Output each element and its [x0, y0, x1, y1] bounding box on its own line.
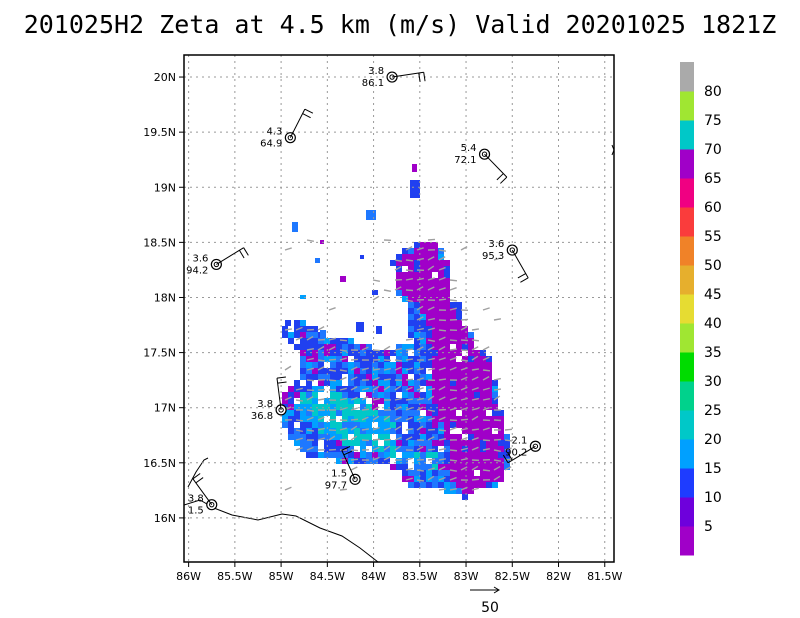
grid-lines	[184, 55, 614, 562]
colorbar-bin	[680, 265, 694, 295]
colorbar-label: 60	[704, 200, 722, 216]
station-top-label: 3.8	[257, 399, 273, 410]
wind-barb	[289, 108, 306, 138]
axis-ticks: 86W 85.5W 85W 84.5W 84W 83.5W 83W 82.5W 82W 81.5W…	[143, 71, 622, 583]
y-tick-label: 16N	[154, 512, 176, 525]
wind-barb	[216, 247, 244, 265]
colorbar-bin	[680, 236, 694, 266]
colorbar-label: 30	[704, 374, 722, 390]
wind-barb	[192, 478, 213, 505]
colorbar-label: 15	[704, 461, 722, 477]
y-tick-label: 20N	[154, 71, 176, 84]
colorbar-bin	[680, 497, 694, 527]
station-top-label: 4.3	[266, 127, 282, 138]
colorbar-bin	[680, 149, 694, 179]
colorbar-label: 10	[704, 490, 722, 506]
coastline-belize	[187, 457, 209, 488]
y-tick-label: 18N	[154, 291, 176, 304]
colorbar-bin	[680, 294, 694, 324]
station-marker: 3.695.3	[482, 239, 529, 283]
station-top-label: 3.8	[188, 494, 204, 505]
station-bottom-label: 1.5	[188, 506, 204, 517]
x-tick-label: 82W	[546, 570, 571, 583]
x-tick-label: 84.5W	[310, 570, 345, 583]
colorbar-bin	[680, 352, 694, 382]
station-top-label: 3.6	[488, 239, 504, 250]
colorbar-label: 70	[704, 142, 722, 158]
station-marker: 2.190.2	[502, 435, 541, 464]
station-marker: 3.694.2	[186, 247, 249, 276]
colorbar-label: 5	[704, 519, 713, 535]
colorbar-label: 40	[704, 316, 722, 332]
y-tick-label: 19.5N	[143, 126, 176, 139]
station-bottom-label: 36.8	[251, 411, 273, 422]
reference-vector: 50	[470, 586, 500, 616]
station-top-label: 3.8	[368, 66, 384, 77]
station-bottom-label: 94.2	[186, 265, 208, 276]
colorbar-bin	[680, 91, 694, 121]
station-top-label: 1.5	[331, 468, 347, 479]
colorbar-bin	[680, 207, 694, 237]
y-tick-label: 19N	[154, 181, 176, 194]
colorbar-bin	[680, 178, 694, 208]
station-top-label: 5.4	[461, 143, 477, 154]
station-bottom-label: 90.2	[505, 447, 527, 458]
reference-vector-label: 50	[481, 600, 499, 616]
x-tick-label: 84W	[361, 570, 386, 583]
x-tick-label: 86W	[176, 570, 201, 583]
station-marker: 4.364.9	[260, 108, 314, 150]
x-tick-label: 85W	[269, 570, 294, 583]
station-marker: 5.472.1	[454, 143, 508, 184]
colorbar: 5 10 15 20 25 30 35 40 45 50 55 60 65 70 75 80	[680, 62, 722, 556]
station-marker: 3.886.1	[362, 66, 426, 89]
colorbar-label: 75	[704, 113, 722, 129]
colorbar-label: 20	[704, 432, 722, 448]
y-tick-label: 18.5N	[143, 236, 176, 249]
x-tick-label: 83W	[454, 570, 479, 583]
colorbar-label: 65	[704, 171, 722, 187]
stations: 3.886.14.364.9 5.472.13.694.23.695.33.836…	[186, 66, 541, 517]
x-tick-label: 83.5W	[402, 570, 437, 583]
map-frame	[183, 54, 615, 563]
x-tick-label: 81.5W	[587, 570, 622, 583]
wind-barb	[276, 378, 282, 410]
x-tick-label: 82.5W	[495, 570, 530, 583]
y-tick-label: 17.5N	[143, 347, 176, 360]
station-top-label: 3.6	[192, 253, 208, 264]
chart-title: 201025H2 Zeta at 4.5 km (m/s) Valid 2020…	[23, 10, 777, 39]
station-bottom-label: 86.1	[362, 78, 384, 89]
station-top-label: 2.1	[511, 435, 527, 446]
colorbar-label: 25	[704, 403, 722, 419]
colorbar-label: 55	[704, 229, 722, 245]
colorbar-label: 35	[704, 345, 722, 361]
colorbar-bin	[680, 323, 694, 353]
colorbar-bin	[680, 381, 694, 411]
colorbar-label: 45	[704, 287, 722, 303]
colorbar-bin	[680, 410, 694, 440]
colorbar-label: 50	[704, 258, 722, 274]
station-bottom-label: 95.3	[482, 251, 504, 262]
vorticity-field	[282, 164, 513, 500]
station-marker: 3.81.5	[188, 473, 218, 517]
station-bottom-label: 97.7	[325, 480, 347, 491]
station-marker: 1.597.7	[325, 446, 361, 491]
colorbar-bin	[680, 526, 694, 556]
y-tick-label: 16.5N	[143, 457, 176, 470]
y-tick-label: 17N	[154, 402, 176, 415]
station-marker: 3.836.8	[251, 376, 287, 422]
colorbar-bin	[680, 468, 694, 498]
colorbar-bin	[680, 62, 694, 92]
wind-barb	[484, 153, 508, 178]
station-bottom-label: 72.1	[454, 155, 476, 166]
colorbar-label: 80	[704, 84, 722, 100]
station-bottom-label: 64.9	[260, 139, 282, 150]
colorbar-bin	[680, 439, 694, 469]
coastline-cuba	[611, 144, 614, 156]
colorbar-bin	[680, 120, 694, 150]
reference-arrow-head	[493, 586, 500, 594]
x-tick-label: 85.5W	[217, 570, 252, 583]
